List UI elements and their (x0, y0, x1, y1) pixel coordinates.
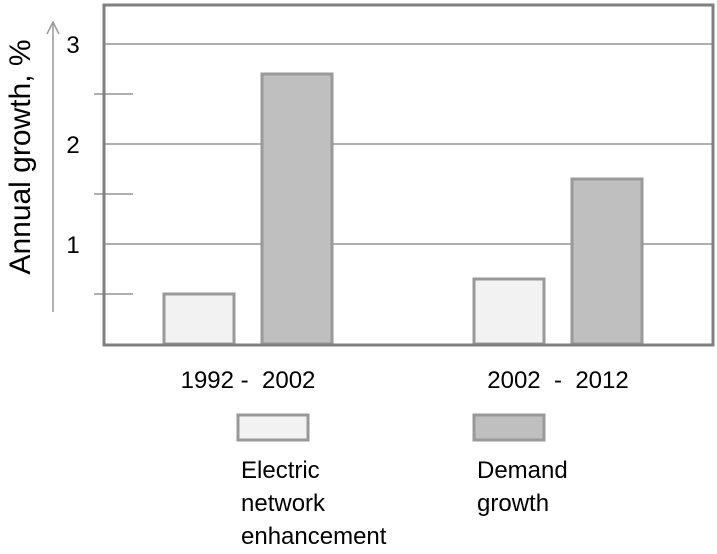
x-tick-labels: 1992 - 2002 2002 - 2012 (181, 367, 629, 394)
minor-tick-layer (94, 93, 133, 295)
legend-swatch-demand-growth (472, 413, 546, 442)
bar-demand-growth (260, 72, 334, 346)
legend-label-demand-growth: Demand growth (477, 457, 568, 517)
y-tick-label: 3 (66, 32, 79, 59)
y-axis-arrow (46, 20, 60, 312)
y-tick-label: 2 (66, 132, 79, 159)
y-tick-labels: 1 2 3 (66, 32, 79, 259)
plot-frame (102, 3, 715, 347)
legend-swatches (236, 413, 546, 442)
x-tick-label: 2002 - 2012 (487, 367, 628, 394)
bar-electric-network-enhancement (472, 277, 546, 346)
bar-demand-growth (570, 177, 644, 346)
legend-label-electric-network-enhancement: Electric network enhancement (241, 457, 387, 550)
y-tick-label: 1 (66, 232, 79, 259)
y-axis-label: Annual growth, % (4, 39, 37, 274)
legend-swatch-electric-network-enhancement (236, 413, 310, 442)
bar-layer (162, 72, 644, 346)
x-tick-label: 1992 - 2002 (181, 367, 316, 394)
bar-electric-network-enhancement (162, 292, 236, 346)
